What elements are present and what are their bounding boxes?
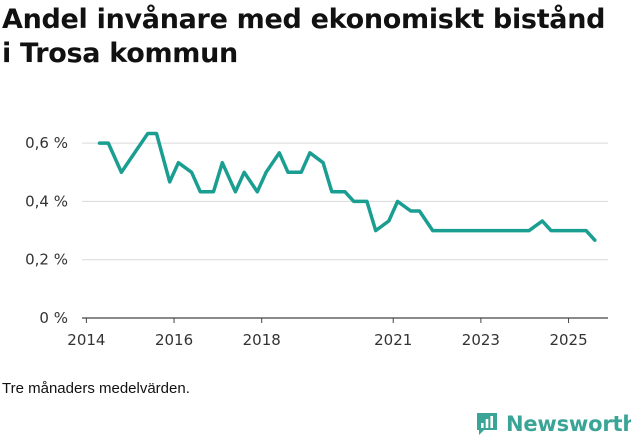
x-tick-label: 2016 [155,331,193,349]
newsworthy-logo-icon [477,413,497,435]
x-tick-label: 2014 [67,331,105,349]
y-tick-label: 0,6 % [25,134,68,152]
footnote: Tre månaders medelvärden. [2,380,190,397]
x-tick-label: 2023 [462,331,500,349]
y-tick-label: 0 % [39,309,68,327]
x-tick-label: 2025 [549,331,587,349]
y-tick-label: 0,4 % [25,192,68,210]
x-tick-label: 2018 [243,331,281,349]
brand-name: Newsworthy [506,412,631,436]
y-tick-label: 0,2 % [25,251,68,269]
chart-title: Andel invånare med ekonomiskt bistånd i … [2,4,606,69]
series-line [97,131,597,242]
series-layer [97,131,597,242]
x-tick-label: 2021 [374,331,412,349]
y-axis-tick-labels: 0 % 0,2 % 0,4 % 0,6 % [25,134,68,327]
grid-lines [82,142,608,319]
x-axis-ticks: 2014 2016 2018 2021 2023 2025 [67,318,588,349]
brand-logo[interactable]: Newsworthy [475,408,631,440]
